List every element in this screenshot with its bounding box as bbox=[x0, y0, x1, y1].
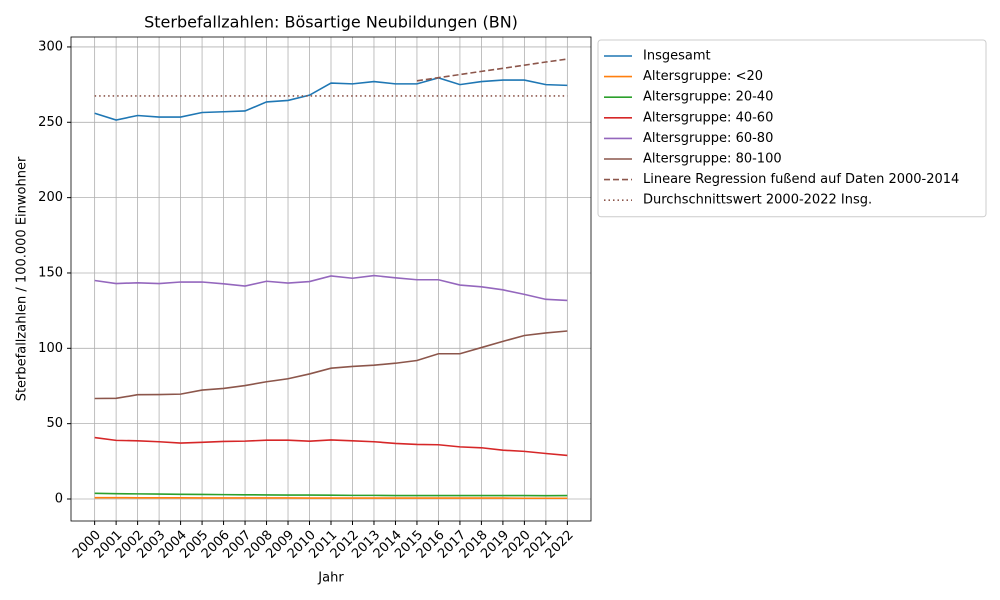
y-tick-label: 200 bbox=[38, 190, 63, 205]
line-series bbox=[94, 77, 568, 121]
legend-label: Altersgruppe: 20-40 bbox=[643, 90, 773, 105]
plot-frame bbox=[70, 36, 592, 522]
y-tick-label: 300 bbox=[38, 39, 63, 54]
x-axis-label: Jahr bbox=[317, 571, 344, 586]
legend-label: Altersgruppe: <20 bbox=[643, 69, 763, 84]
y-tick-label: 250 bbox=[38, 115, 63, 130]
y-tick-label: 150 bbox=[38, 265, 63, 280]
line-series bbox=[94, 330, 568, 400]
line-series bbox=[416, 58, 568, 82]
legend-label: Lineare Regression fußend auf Daten 2000… bbox=[643, 172, 959, 187]
legend-label: Altersgruppe: 40-60 bbox=[643, 110, 773, 125]
legend-label: Insgesamt bbox=[643, 49, 711, 64]
line-series bbox=[94, 274, 568, 302]
legend-label: Durchschnittswert 2000-2022 Insg. bbox=[643, 193, 872, 208]
line-series bbox=[94, 496, 568, 500]
legend-label: Altersgruppe: 80-100 bbox=[643, 152, 782, 167]
legend-label: Altersgruppe: 60-80 bbox=[643, 131, 773, 146]
chart-title: Sterbefallzahlen: Bösartige Neubildungen… bbox=[144, 13, 518, 32]
y-axis-label: Sterbefallzahlen / 100.000 Einwohner bbox=[15, 156, 30, 401]
y-tick-label: 0 bbox=[55, 492, 63, 507]
line-series bbox=[94, 436, 568, 457]
y-tick-label: 100 bbox=[38, 341, 63, 356]
y-tick-label: 50 bbox=[46, 416, 63, 431]
legend-box bbox=[597, 39, 987, 218]
line-series bbox=[94, 492, 568, 497]
